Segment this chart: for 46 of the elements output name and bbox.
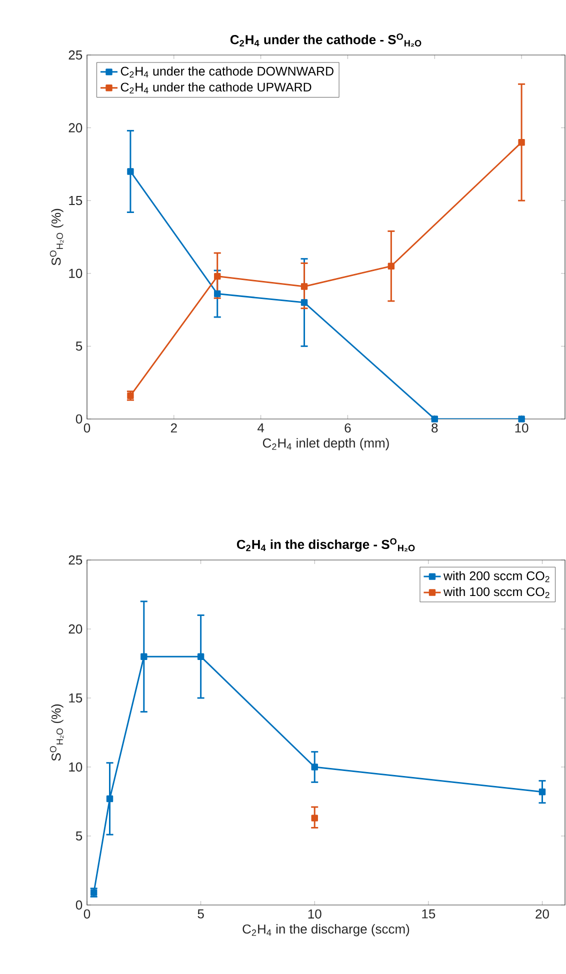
x-tick-label: 0 — [84, 909, 90, 919]
point — [538, 788, 546, 796]
y-tick-label: 20 — [68, 123, 82, 132]
legend-label: C$_{2}$H$_{4}$ under the cathode DOWNWARD — [120, 66, 334, 78]
chart-title: C$_{2}$H$_{4}$ under the cathode - S$^{O}$H₂O — [230, 33, 422, 47]
chart-title: C$_{2}$H$_{4}$ in the discharge - S$^{O}$H₂O — [236, 538, 415, 552]
y-axis-title: S$^{O}$$_{H₂O}$ (%) — [50, 208, 64, 266]
y-tick-label: 5 — [76, 342, 82, 351]
point — [214, 272, 221, 280]
legend-label: with 100 sccm CO$_{2}$ — [443, 586, 550, 598]
x-tick-label: 10 — [308, 909, 322, 919]
y-tick-label: 10 — [69, 268, 82, 278]
x-tick-label: 2 — [170, 423, 177, 432]
point — [300, 299, 308, 306]
y-tick-label: 0 — [76, 900, 82, 910]
x-tick-label: 8 — [432, 423, 438, 433]
legend-label: C$_{2}$H$_{4}$ under the cathode UPWARD — [120, 82, 312, 94]
point — [311, 764, 318, 770]
y-tick-label: 25 — [68, 50, 82, 60]
y-tick-label: 15 — [69, 693, 82, 703]
point — [518, 139, 525, 146]
y-axis-title: S$^{O}$$_{H₂O}$ (%) — [50, 704, 64, 761]
point — [388, 262, 395, 270]
x-tick-label: 5 — [198, 909, 204, 918]
y-tick-label: 10 — [69, 762, 82, 772]
x-tick-label: 4 — [258, 423, 264, 432]
point — [300, 283, 308, 290]
x-tick-label: 0 — [84, 423, 90, 433]
x-tick-label: 10 — [515, 423, 528, 433]
y-tick-label: 0 — [76, 414, 82, 424]
x-tick-label: 6 — [344, 423, 351, 433]
x-tick-label: 15 — [422, 909, 436, 918]
y-tick-label: 15 — [69, 196, 82, 206]
point — [197, 653, 204, 660]
point — [431, 416, 438, 422]
y-tick-label: 20 — [68, 624, 82, 634]
y-tick-label: 25 — [68, 555, 82, 565]
x-tick-label: 20 — [536, 909, 549, 919]
point — [140, 653, 148, 660]
legend-label: with 200 sccm CO$_{2}$ — [443, 571, 550, 582]
point — [127, 168, 134, 175]
point — [106, 795, 114, 802]
x-axis-title: C$_{2}$H$_{4}$ in the discharge (sccm) — [242, 924, 410, 936]
x-axis-title: C$_{2}$H$_{4}$ inlet depth (mm) — [262, 438, 389, 450]
point — [311, 814, 318, 822]
y-tick-label: 5 — [76, 831, 82, 841]
